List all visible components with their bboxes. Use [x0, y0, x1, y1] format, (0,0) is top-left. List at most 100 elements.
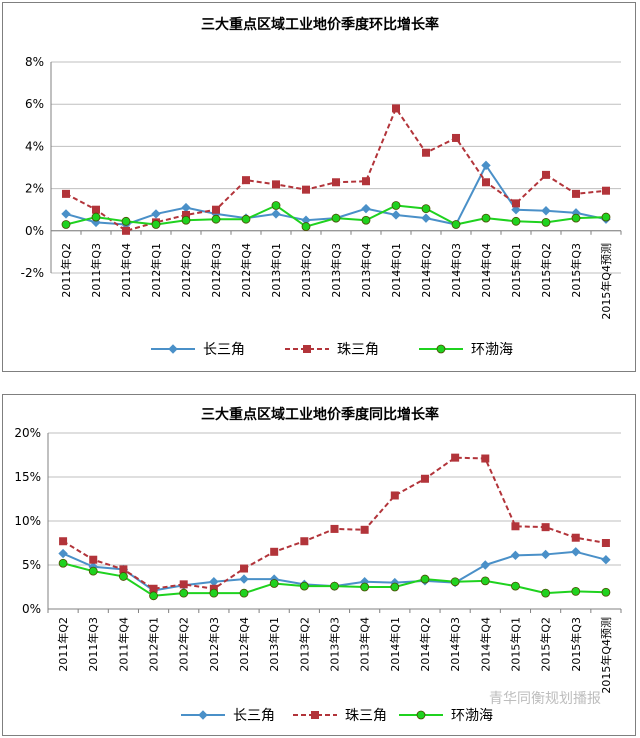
legend-label: 环渤海 — [471, 342, 513, 358]
data-point — [360, 582, 370, 592]
legend-label: 长三角 — [203, 342, 245, 358]
chart-title: 三大重点区域工业地价季度同比增长率 — [201, 406, 439, 423]
x-tick-label: 2014年Q1 — [389, 243, 403, 298]
data-point — [151, 220, 161, 229]
data-point — [422, 148, 430, 157]
data-point — [450, 577, 460, 587]
x-tick-label: 2013年Q3 — [328, 617, 342, 672]
data-point — [420, 474, 429, 483]
data-point — [92, 205, 100, 214]
data-point — [361, 203, 371, 214]
data-point — [58, 548, 68, 559]
x-tick-label: 2014年Q4 — [479, 243, 493, 298]
x-tick-label: 2014年Q3 — [449, 243, 463, 298]
data-point — [332, 178, 340, 187]
data-point — [241, 214, 251, 224]
yoy-chart-panel: 三大重点区域工业地价季度同比增长率 0% 5% 10% 15% 20% 2011年Q2 2… — [2, 394, 636, 736]
data-point — [62, 189, 70, 198]
data-point — [601, 212, 611, 222]
x-tick-label: 2014年Q2 — [419, 243, 433, 298]
data-point — [601, 555, 611, 565]
data-point — [481, 160, 491, 171]
y-tick-label: 15% — [14, 470, 41, 484]
x-tick-label: 2013年Q4 — [359, 243, 373, 298]
y-tick-label: 0% — [25, 224, 44, 238]
y-tick-label: 8% — [25, 55, 44, 69]
x-tick-label: 2015年Q1 — [509, 243, 523, 298]
data-point — [362, 177, 370, 186]
data-point — [451, 220, 461, 229]
x-tick-label: 2012年Q1 — [149, 243, 163, 298]
qoq-growth-chart: 三大重点区域工业地价季度环比增长率 -2% 0% 2% 4% 6% 8% 2011年Q2 2… — [21, 16, 622, 358]
data-point — [542, 170, 550, 179]
data-point — [601, 587, 611, 597]
legend-marker — [416, 710, 426, 720]
x-tick-label: 2011年Q4 — [119, 243, 133, 298]
data-point — [211, 214, 221, 224]
x-tick-label: 2015年Q4预测 — [599, 617, 613, 694]
data-point — [58, 558, 68, 568]
x-tick-label: 2012年Q2 — [179, 243, 193, 298]
y-tick-label: 20% — [14, 426, 41, 440]
x-tick-label: 2015年Q3 — [569, 243, 583, 298]
data-point — [391, 210, 401, 220]
data-point — [240, 564, 249, 573]
data-point — [122, 226, 130, 235]
data-point — [331, 213, 341, 223]
data-point — [480, 560, 490, 570]
data-point — [511, 522, 520, 531]
data-point — [420, 574, 430, 584]
data-point — [541, 588, 551, 598]
data-point — [242, 176, 250, 185]
data-point — [209, 588, 219, 598]
x-tick-label: 2013年Q1 — [269, 243, 283, 298]
data-point — [299, 581, 309, 591]
data-point — [601, 539, 610, 547]
x-tick-label: 2015年Q3 — [569, 617, 583, 672]
legend-marker — [303, 345, 311, 353]
yoy-growth-chart: 三大重点区域工业地价季度同比增长率 0% 5% 10% 15% 20% 2011年Q2 2… — [14, 406, 622, 724]
data-point — [61, 220, 71, 229]
x-tick-label: 2011年Q3 — [86, 617, 100, 672]
legend-label: 长三角 — [233, 708, 275, 724]
data-point — [89, 555, 98, 564]
data-point — [511, 204, 521, 215]
data-point — [571, 586, 581, 596]
legend-label: 珠三角 — [337, 342, 379, 358]
x-tick-label: 2012年Q4 — [239, 243, 253, 298]
data-point — [181, 202, 191, 213]
data-point — [118, 572, 128, 581]
chart-title: 三大重点区域工业地价季度环比增长率 — [201, 16, 439, 33]
x-tick-label: 2014年Q1 — [388, 617, 402, 672]
legend-marker — [198, 710, 208, 720]
y-tick-label: 5% — [22, 558, 41, 572]
x-tick-label: 2013年Q1 — [267, 617, 281, 672]
data-point — [209, 577, 219, 587]
data-point — [239, 588, 249, 598]
data-point — [421, 204, 431, 214]
data-point — [571, 547, 581, 557]
x-tick-label: 2012年Q2 — [177, 617, 191, 672]
x-tick-label: 2013年Q3 — [329, 243, 343, 298]
data-point — [91, 212, 101, 222]
x-tick-label: 2012年Q3 — [209, 243, 223, 298]
data-point — [360, 525, 369, 534]
data-point — [179, 580, 188, 589]
data-point — [361, 215, 371, 225]
data-point — [541, 206, 551, 216]
y-tick-label: 2% — [25, 182, 44, 196]
legend-marker — [168, 344, 178, 354]
legend-marker — [311, 711, 319, 719]
data-point — [149, 591, 158, 601]
x-tick-label: 2012年Q3 — [207, 617, 221, 672]
data-point — [59, 537, 68, 546]
y-tick-label: 0% — [22, 602, 41, 616]
y-tick-label: 6% — [25, 97, 44, 111]
x-tick-label: 2013年Q2 — [299, 243, 313, 298]
legend-label: 珠三角 — [345, 708, 387, 724]
x-tick-label: 2015年Q1 — [508, 617, 522, 672]
data-point — [572, 189, 580, 198]
series-line — [65, 107, 607, 232]
data-point — [239, 574, 249, 584]
x-tick-label: 2015年Q4预测 — [599, 243, 613, 320]
